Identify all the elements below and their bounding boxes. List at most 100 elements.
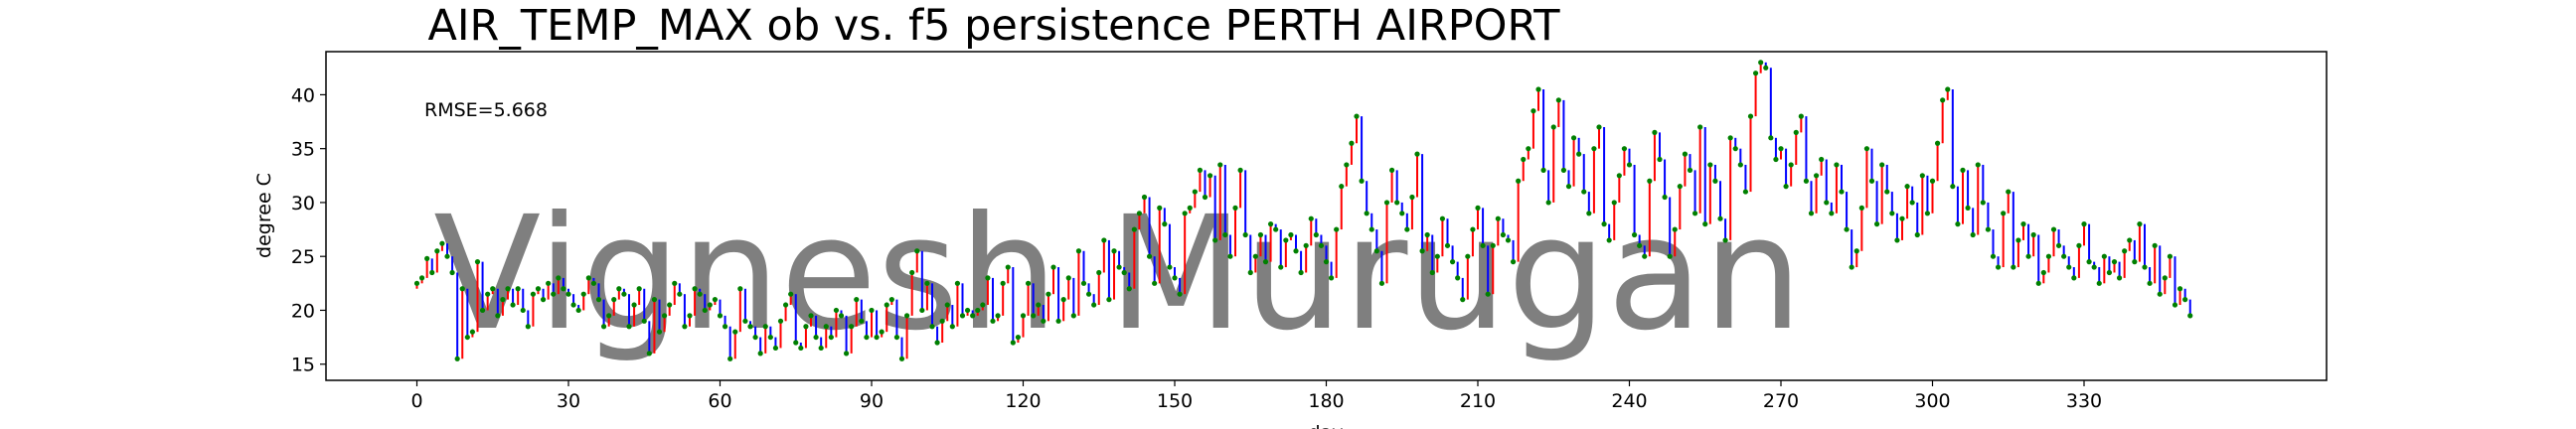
- observed-point: [1419, 248, 1425, 254]
- observed-point: [1853, 248, 1859, 254]
- observed-point: [510, 302, 516, 308]
- observed-point: [944, 302, 950, 308]
- observed-point: [2091, 264, 2097, 270]
- observed-point: [1232, 205, 1238, 211]
- observed-point: [959, 313, 966, 319]
- observed-point: [1485, 291, 1491, 297]
- observed-point: [1136, 211, 1143, 216]
- observed-point: [641, 318, 647, 324]
- observed-point: [687, 313, 693, 319]
- observed-point: [1601, 221, 1607, 227]
- observed-point: [692, 286, 698, 292]
- observed-point: [828, 334, 834, 341]
- observed-point: [1924, 211, 1931, 216]
- plot-frame: [325, 51, 2328, 381]
- observed-point: [702, 307, 708, 314]
- observed-point: [1677, 184, 1683, 190]
- observed-point: [980, 302, 986, 308]
- observed-point: [898, 356, 905, 361]
- observed-point: [954, 280, 961, 286]
- observed-point: [661, 313, 668, 319]
- observed-point: [2122, 248, 2128, 254]
- observed-point: [1555, 97, 1561, 103]
- observed-point: [1591, 146, 1597, 152]
- observed-point: [1237, 167, 1243, 173]
- observed-point: [1288, 231, 1294, 238]
- observed-point: [1844, 226, 1850, 232]
- observed-point: [1197, 167, 1204, 173]
- observed-point: [2011, 264, 2016, 270]
- observed-point: [1868, 178, 1875, 184]
- observed-point: [1383, 200, 1390, 206]
- observed-point: [1783, 184, 1789, 190]
- observed-point: [2176, 286, 2183, 292]
- observed-point: [1560, 167, 1567, 173]
- observed-point: [1318, 242, 1325, 248]
- x-tick-label: 0: [410, 390, 422, 412]
- observed-point: [1849, 264, 1854, 270]
- observed-point: [1475, 205, 1481, 211]
- observed-point: [813, 334, 819, 341]
- observed-point: [546, 280, 552, 286]
- observed-point: [1606, 237, 1612, 243]
- observed-point: [1328, 275, 1335, 281]
- observed-point: [1031, 313, 1037, 319]
- observed-point: [2106, 269, 2113, 276]
- observed-point: [1000, 280, 1006, 286]
- observed-point: [1829, 211, 1835, 216]
- observed-point: [1121, 269, 1127, 276]
- observed-point: [1884, 189, 1890, 195]
- observed-point: [798, 345, 804, 352]
- observed-point: [1465, 253, 1471, 259]
- y-tick-label: 35: [291, 139, 315, 161]
- observed-point: [1085, 291, 1092, 297]
- observed-point: [1637, 242, 1643, 248]
- observed-point: [1055, 318, 1061, 324]
- observed-point: [712, 297, 719, 303]
- observed-point: [429, 269, 435, 276]
- observed-point: [1768, 135, 1774, 141]
- observed-point: [1894, 237, 1900, 243]
- observed-point: [1919, 173, 1925, 179]
- observed-point: [1222, 231, 1228, 238]
- observed-point: [1036, 302, 1042, 308]
- observed-point: [1631, 231, 1638, 238]
- observed-point: [1025, 280, 1032, 286]
- x-tick-label: 90: [860, 390, 884, 412]
- observed-point: [424, 255, 430, 261]
- observed-point: [2055, 242, 2062, 248]
- observed-point: [1763, 65, 1769, 71]
- observed-point: [1647, 178, 1653, 184]
- observed-point: [2142, 264, 2148, 270]
- y-tick-label: 40: [291, 84, 315, 106]
- observed-point: [1267, 221, 1274, 227]
- observed-point: [1020, 313, 1027, 319]
- observed-point: [1863, 146, 1870, 152]
- observed-point: [1227, 253, 1233, 259]
- observed-point: [1727, 135, 1733, 141]
- observed-point: [2116, 275, 2123, 281]
- observed-point: [1611, 200, 1617, 206]
- y-tick-label: 20: [291, 300, 315, 322]
- observed-point: [1803, 178, 1810, 184]
- y-axis-ticks: 15 20 25 30 35 40: [291, 84, 326, 376]
- observed-point: [903, 313, 910, 319]
- observed-point: [1960, 167, 1966, 173]
- observed-point: [1929, 178, 1936, 184]
- observed-point: [2101, 253, 2107, 259]
- observed-point: [838, 313, 845, 319]
- observed-point: [1429, 269, 1435, 276]
- observed-point: [2050, 226, 2057, 232]
- observed-point: [1788, 162, 1794, 168]
- observed-point: [556, 275, 562, 281]
- observed-point: [757, 351, 763, 357]
- observed-point: [434, 248, 440, 254]
- observed-point: [631, 302, 637, 308]
- observed-point: [1217, 162, 1223, 168]
- observed-point: [1626, 162, 1633, 168]
- observed-point: [1722, 237, 1728, 243]
- observed-point: [1819, 156, 1825, 163]
- observed-point: [1172, 275, 1178, 281]
- observed-point: [1308, 215, 1314, 221]
